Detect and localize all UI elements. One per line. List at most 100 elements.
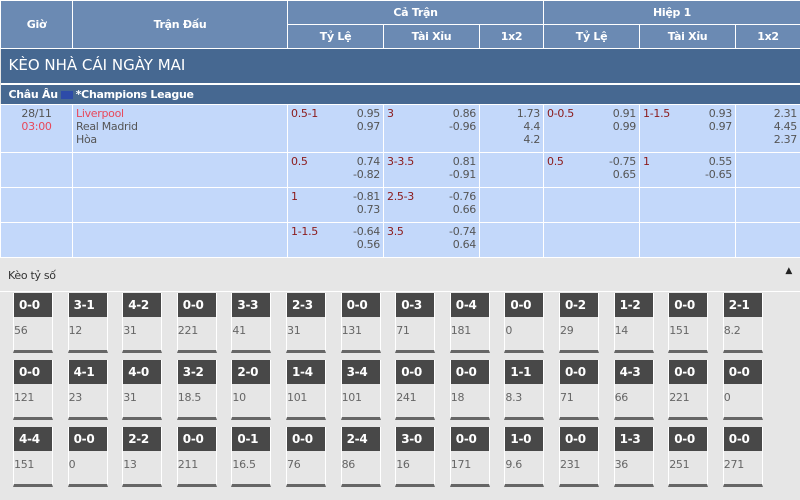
score-tile[interactable]: 3-0 16	[395, 427, 436, 487]
score-odds: 41	[232, 324, 246, 337]
h1-1x2-odds: 4.45	[773, 120, 798, 133]
score-tile[interactable]: 1-3 36	[613, 427, 654, 487]
ft-over-under-odds: 0.86	[452, 107, 477, 120]
score-odds: 71	[396, 324, 410, 337]
score-tile[interactable]: 0-0 131	[340, 293, 381, 353]
h1-handicap[interactable]: 0-0.5 0.91 0.99	[543, 104, 641, 153]
h1-handicap[interactable]: 0.5 -0.75 0.65	[543, 152, 641, 188]
score-tile[interactable]: 2-3 31	[286, 293, 326, 353]
score-tile[interactable]: 0-0 171	[449, 427, 490, 487]
ft-1x2-odds: 1.73	[516, 107, 541, 120]
ft-over-under[interactable]: 2.5-3 -0.76 0.66	[383, 187, 480, 223]
score-tile[interactable]: 4-0 31	[122, 360, 163, 420]
ft-handicap[interactable]: 1-1.5 -0.64 0.56	[287, 222, 384, 258]
score-tile[interactable]: 0-0 251	[668, 427, 709, 487]
h1-1x2[interactable]	[735, 152, 800, 188]
score-odds: 241	[396, 391, 417, 404]
ft-over-under-line: 2.5-3	[387, 190, 414, 203]
score-odds: 251	[669, 458, 690, 471]
ft-over-under[interactable]: 3 0.86 -0.96	[383, 104, 480, 153]
h1-1x2[interactable]	[735, 222, 800, 258]
h1-1x2[interactable]	[735, 187, 800, 223]
h1-handicap[interactable]	[543, 222, 641, 258]
ft-1x2[interactable]	[478, 152, 545, 188]
score-tile[interactable]: 2-1 8.2	[722, 293, 763, 353]
score-tile[interactable]: 0-2 29	[559, 293, 599, 353]
score-tile[interactable]: 4-1 23	[67, 360, 108, 420]
score-tile[interactable]: 1-0 9.6	[504, 427, 545, 487]
score-tile[interactable]: 0-0 0	[722, 360, 763, 420]
score-tile[interactable]: 0-0 0	[504, 293, 545, 353]
score-tile[interactable]: 0-0 56	[13, 293, 53, 353]
ft-handicap-line: 0.5-1	[291, 107, 318, 120]
ft-over-under-odds: 0.66	[452, 203, 477, 216]
league-region: Châu Âu	[8, 87, 59, 101]
score-tile[interactable]: 4-4 151	[13, 427, 53, 487]
correct-score-header[interactable]: Kèo tỷ số ▲	[0, 260, 800, 292]
score-tile[interactable]: 1-2 14	[613, 293, 654, 353]
score-tile[interactable]: 0-0 76	[286, 427, 326, 487]
score-tile[interactable]: 3-4 101	[340, 360, 381, 420]
h1-over-under-line: 1-1.5	[643, 107, 670, 120]
score-tile[interactable]: 1-1 8.3	[504, 360, 545, 420]
score-tile[interactable]: 4-3 66	[613, 360, 654, 420]
score-tile[interactable]: 0-0 0	[67, 427, 108, 487]
score-tile[interactable]: 0-0 151	[668, 293, 709, 353]
ft-over-under-odds: -0.76	[449, 190, 476, 203]
empty-cell	[0, 152, 73, 188]
ft-handicap[interactable]: 0.5-1 0.95 0.97	[287, 104, 384, 153]
score-tile[interactable]: 0-0 211	[176, 427, 217, 487]
h1-handicap-odds: -0.75	[609, 155, 637, 168]
h1-over-under[interactable]: 1 0.55 -0.65	[639, 152, 737, 188]
match-time: 28/11 03:00	[0, 104, 73, 153]
score-odds: 14	[614, 324, 629, 337]
score-tile[interactable]: 2-0 10	[231, 360, 272, 420]
score-tile[interactable]: 3-1 12	[67, 293, 108, 353]
score-tile[interactable]: 0-1 16.5	[231, 427, 272, 487]
ft-handicap[interactable]: 1 -0.81 0.73	[287, 187, 384, 223]
ft-1x2[interactable]	[478, 222, 545, 258]
ft-handicap-line: 0.5	[291, 155, 308, 168]
score-tile[interactable]: 3-3 41	[231, 293, 272, 353]
score-label: 0-3	[396, 293, 435, 317]
score-odds: 31	[123, 391, 137, 404]
h1-over-under[interactable]	[639, 187, 737, 223]
score-odds: 121	[14, 391, 35, 404]
ft-over-under[interactable]: 3.5 -0.74 0.64	[383, 222, 480, 258]
score-tile[interactable]: 0-0 71	[559, 360, 599, 420]
ft-1x2[interactable]: 1.73 4.4 4.2	[478, 104, 545, 153]
eu-flag-icon	[60, 90, 73, 99]
score-tile[interactable]: 2-4 86	[340, 427, 381, 487]
ft-1x2[interactable]	[478, 187, 545, 223]
ft-over-under[interactable]: 3-3.5 0.81 -0.91	[383, 152, 480, 188]
score-label: 3-4	[341, 360, 380, 384]
score-tile[interactable]: 0-4 181	[449, 293, 490, 353]
score-label: 0-0	[669, 360, 708, 384]
caret-up-icon[interactable]: ▲	[785, 266, 792, 276]
score-tile[interactable]: 0-0 121	[13, 360, 53, 420]
score-tile[interactable]: 0-0 241	[395, 360, 436, 420]
ft-handicap[interactable]: 0.5 0.74 -0.82	[287, 152, 384, 188]
match-teams[interactable]: Liverpool Real Madrid Hòa	[72, 104, 288, 153]
score-tile[interactable]: 0-0 231	[559, 427, 599, 487]
score-tile[interactable]: 0-0 221	[668, 360, 709, 420]
h1-over-under[interactable]: 1-1.5 0.93 0.97	[639, 104, 737, 153]
score-label: 4-3	[614, 360, 653, 384]
score-tile[interactable]: 2-2 13	[122, 427, 163, 487]
score-tile[interactable]: 3-2 18.5	[176, 360, 217, 420]
score-tile[interactable]: 0-3 71	[395, 293, 436, 353]
league-row[interactable]: Châu Âu *Champions League	[0, 83, 800, 105]
score-tile[interactable]: 0-0 18	[449, 360, 490, 420]
h1-over-under[interactable]	[639, 222, 737, 258]
score-odds: 29	[560, 324, 574, 337]
score-odds: 221	[177, 324, 198, 337]
h1-handicap[interactable]	[543, 187, 641, 223]
score-label: 4-1	[68, 360, 107, 384]
score-tile[interactable]: 0-0 271	[722, 427, 763, 487]
score-label: 0-0	[723, 427, 762, 451]
ft-handicap-odds: -0.81	[353, 190, 380, 203]
h1-1x2[interactable]: 2.31 4.45 2.37	[735, 104, 800, 153]
score-tile[interactable]: 0-0 221	[176, 293, 217, 353]
score-tile[interactable]: 1-4 101	[286, 360, 326, 420]
score-tile[interactable]: 4-2 31	[122, 293, 163, 353]
